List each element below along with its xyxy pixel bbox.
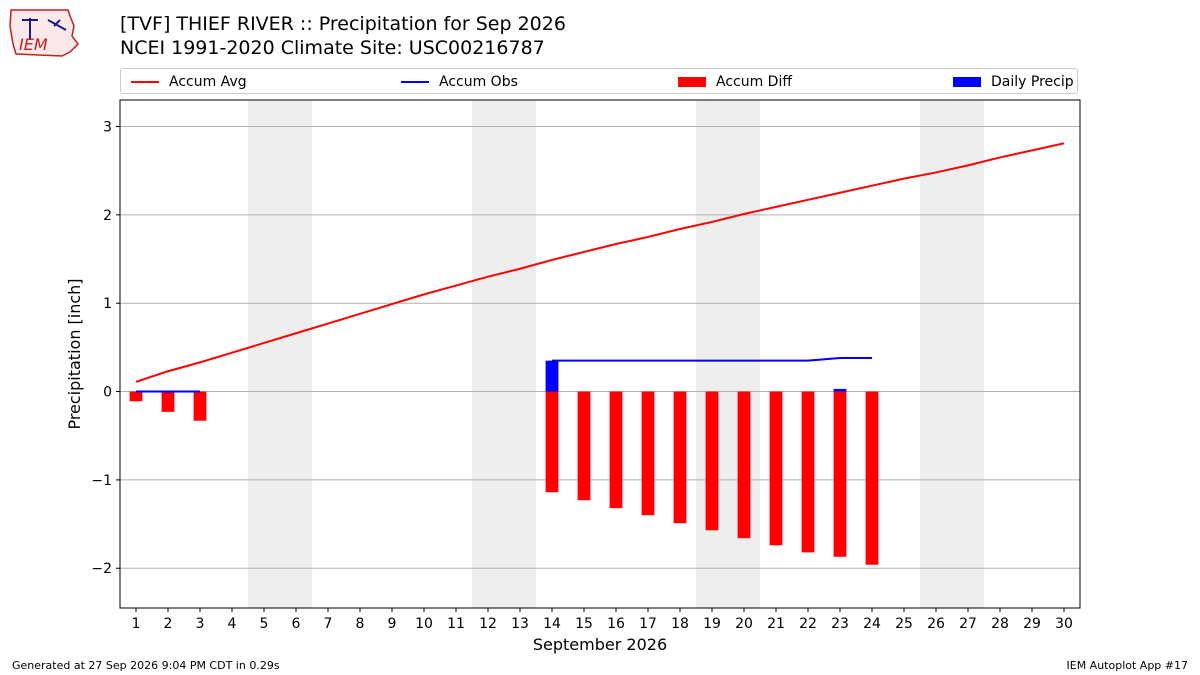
- y-tick-label: −1: [91, 473, 112, 489]
- accum-diff-bar: [161, 391, 175, 412]
- legend-item-accum-diff: Accum Diff: [678, 73, 792, 91]
- x-tick-label: 17: [639, 616, 657, 632]
- x-tick-label: 29: [1023, 616, 1041, 632]
- legend-item-accum-avg: Accum Avg: [131, 73, 247, 91]
- x-tick-label: 1: [132, 616, 141, 632]
- y-tick-label: 0: [103, 385, 112, 401]
- legend-item-daily-precip: Daily Precip: [953, 73, 1074, 91]
- x-tick-label: 19: [703, 616, 721, 632]
- x-tick-label: 23: [831, 616, 849, 632]
- y-tick-label: 2: [103, 208, 112, 224]
- legend: Accum Avg Accum Obs Accum Diff Daily Pre…: [120, 68, 1078, 94]
- accum-diff-bar: [641, 391, 655, 516]
- accum-diff-bar: [609, 391, 623, 509]
- title-line-2: NCEI 1991-2020 Climate Site: USC00216787: [120, 37, 545, 59]
- weekend-band-1: [248, 100, 312, 608]
- accum-diff-bar: [545, 391, 559, 493]
- accum-diff-bar: [769, 391, 783, 546]
- legend-swatch-accum-obs: [401, 81, 429, 83]
- x-tick-label: 22: [799, 616, 817, 632]
- x-tick-label: 8: [356, 616, 365, 632]
- accum-diff-bar: [833, 391, 847, 557]
- y-tick-label: −2: [91, 561, 112, 577]
- footer-app-id: IEM Autoplot App #17: [1066, 659, 1189, 672]
- iem-logo: IEM: [9, 9, 79, 57]
- x-tick-label: 6: [292, 616, 301, 632]
- legend-label-daily-precip: Daily Precip: [991, 74, 1074, 90]
- legend-swatch-accum-avg: [131, 81, 159, 83]
- x-tick-label: 10: [415, 616, 433, 632]
- title-line-1: [TVF] THIEF RIVER :: Precipitation for S…: [120, 13, 566, 35]
- x-tick-label: 18: [671, 616, 689, 632]
- x-tick-label: 7: [324, 616, 333, 632]
- legend-swatch-daily-precip: [953, 77, 981, 87]
- accum-diff-bar: [193, 391, 207, 421]
- accum-diff-bar: [129, 391, 143, 402]
- x-tick-label: 25: [895, 616, 913, 632]
- daily-precip-bar: [833, 388, 847, 392]
- x-tick-label: 28: [991, 616, 1009, 632]
- logo-text: IEM: [19, 35, 48, 54]
- accum-diff-bar: [801, 391, 815, 553]
- x-tick-label: 14: [543, 616, 561, 632]
- x-tick-label: 20: [735, 616, 753, 632]
- legend-item-accum-obs: Accum Obs: [401, 73, 518, 91]
- accum-avg-line: [135, 142, 1065, 383]
- x-tick-label: 30: [1055, 616, 1073, 632]
- accum-diff-bar: [737, 391, 751, 539]
- x-tick-label: 13: [511, 616, 529, 632]
- legend-label-accum-diff: Accum Diff: [716, 74, 793, 90]
- accum-diff-bar: [673, 391, 687, 524]
- weekend-band-2: [472, 100, 536, 608]
- x-tick-label: 26: [927, 616, 945, 632]
- x-tick-label: 2: [164, 616, 173, 632]
- footer-generated: Generated at 27 Sep 2026 9:04 PM CDT in …: [12, 659, 280, 672]
- daily-precip-bar: [545, 360, 559, 392]
- weekend-band-4: [920, 100, 984, 608]
- chart-title: [TVF] THIEF RIVER :: Precipitation for S…: [120, 12, 566, 60]
- y-tick-label: 1: [103, 296, 112, 312]
- y-axis-label: Precipitation [inch]: [65, 278, 84, 429]
- legend-label-accum-avg: Accum Avg: [169, 74, 247, 90]
- x-axis-label: September 2026: [533, 635, 667, 654]
- x-tick-label: 24: [863, 616, 881, 632]
- plot-frame: [119, 99, 1081, 609]
- accum-diff-bar: [865, 391, 879, 565]
- y-tick-label: 3: [103, 120, 112, 136]
- x-tick-label: 4: [228, 616, 237, 632]
- x-tick-label: 12: [479, 616, 497, 632]
- accum-diff-bar: [577, 391, 591, 501]
- x-tick-label: 3: [196, 616, 205, 632]
- weekend-band-3: [696, 100, 760, 608]
- x-tick-label: 5: [260, 616, 269, 632]
- legend-label-accum-obs: Accum Obs: [439, 74, 518, 90]
- x-tick-label: 21: [767, 616, 785, 632]
- legend-swatch-accum-diff: [678, 77, 706, 87]
- x-tick-label: 27: [959, 616, 977, 632]
- accum-diff-bar: [705, 391, 719, 531]
- x-tick-label: 9: [388, 616, 397, 632]
- x-tick-label: 16: [607, 616, 625, 632]
- accum-obs-line: [552, 356, 872, 362]
- x-tick-label: 11: [447, 616, 465, 632]
- x-tick-label: 15: [575, 616, 593, 632]
